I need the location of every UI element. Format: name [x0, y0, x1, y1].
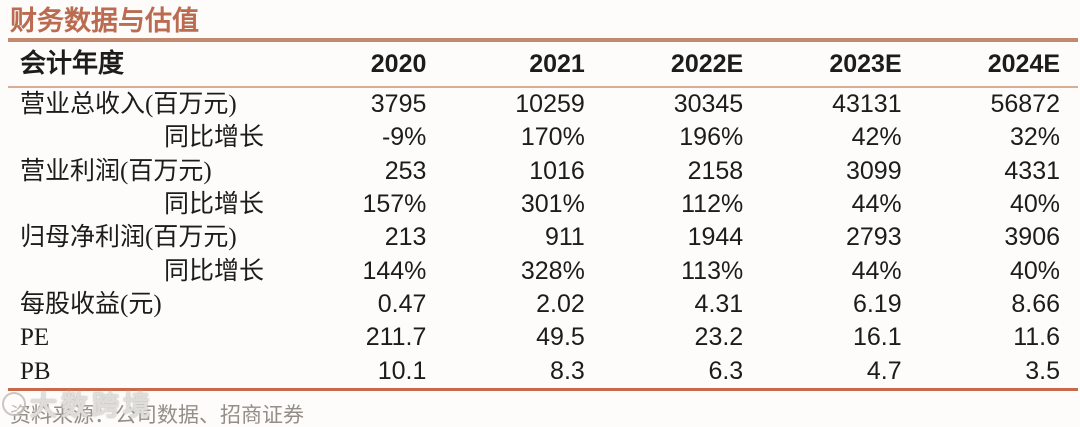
table-header-row: 会计年度 2020 2021 2022E 2023E 2024E [0, 42, 1080, 86]
page-title: 财务数据与估值 [10, 6, 199, 36]
table-cell: 32% [1009, 123, 1061, 152]
table-cell: 213 [384, 223, 427, 252]
table-cell: 3795 [370, 90, 427, 119]
table-cell: 170% [520, 123, 585, 152]
table-cell: 30345 [673, 90, 744, 119]
table-cell: 4.7 [866, 356, 902, 385]
table-cell: 3.5 [1025, 356, 1061, 385]
table-cell: 157% [362, 190, 427, 219]
column-header-2020: 2020 [370, 49, 427, 78]
table-cell: 8.66 [1011, 289, 1061, 318]
row-label: PB [20, 357, 51, 385]
table-cell: 4331 [1004, 156, 1061, 185]
table-cell: 2158 [687, 156, 744, 185]
table-row-net-profit-yoy-growth: 同比增长 144% 328% 113% 44% 40% [0, 254, 1080, 287]
row-label: 归母净利润(百万元) [20, 224, 237, 252]
table-row-operating-profit-yoy-growth: 同比增长 157% 301% 112% 44% 40% [0, 188, 1080, 221]
table-cell: 16.1 [852, 323, 902, 352]
row-label: 同比增长 [163, 124, 264, 152]
divider-top [8, 38, 1078, 42]
table-cell: 10.1 [377, 356, 427, 385]
table-row-net-profit: 归母净利润(百万元) 213 911 1944 2793 3906 [0, 221, 1080, 254]
table-cell: 211.7 [365, 323, 427, 352]
table-cell: 23.2 [694, 323, 744, 352]
table-cell: 301% [520, 190, 585, 219]
table-row-total-revenue: 营业总收入(百万元) 3795 10259 30345 43131 56872 [0, 88, 1080, 121]
table-row-pe: PE 211.7 49.5 23.2 16.1 11.6 [0, 321, 1080, 354]
row-label: 每股收益(元) [20, 290, 162, 318]
table-cell: 328% [520, 256, 585, 285]
table-cell: 40% [1009, 256, 1061, 285]
column-header-2024e: 2024E [987, 49, 1061, 78]
row-label: 同比增长 [163, 191, 264, 219]
table-cell: 40% [1009, 190, 1061, 219]
table-cell: 8.3 [550, 356, 585, 385]
column-header-2022e: 2022E [670, 49, 744, 78]
row-label: 营业利润(百万元) [20, 157, 212, 185]
table-cell: 4.31 [694, 289, 744, 318]
table-cell: 112% [681, 190, 744, 219]
table-cell: 42% [851, 123, 902, 152]
table-cell: 144% [362, 256, 427, 285]
table-row-operating-profit: 营业利润(百万元) 253 1016 2158 3099 4331 [0, 155, 1080, 188]
table-cell: 196% [679, 123, 744, 152]
table-cell: 11.6 [1013, 323, 1061, 352]
table-cell: 44% [851, 256, 902, 285]
table-cell: 56872 [990, 90, 1061, 119]
source-note: 资料来源：公司数据、招商证券 [10, 399, 1080, 427]
table-cell: 2793 [846, 223, 902, 252]
table-cell: 1944 [687, 223, 744, 252]
table-cell: -9% [381, 123, 427, 152]
divider-bottom [8, 387, 1078, 391]
row-label: 同比增长 [163, 257, 264, 285]
financial-table: 会计年度 2020 2021 2022E 2023E 2024E 营业总收入(百… [0, 42, 1080, 388]
table-cell: 911 [544, 223, 585, 252]
row-label: PE [20, 324, 50, 352]
table-cell: 253 [384, 156, 427, 185]
column-header-fiscal-year: 会计年度 [20, 49, 125, 78]
row-label: 营业总收入(百万元) [20, 91, 237, 119]
table-cell: 10259 [515, 90, 585, 119]
table-cell: 3099 [846, 156, 902, 185]
table-row-eps: 每股收益(元) 0.47 2.02 4.31 6.19 8.66 [0, 288, 1080, 321]
source-text: 资料来源：公司数据、招商证券 [10, 402, 304, 427]
table-cell: 1016 [529, 156, 585, 185]
table-cell: 44% [851, 190, 902, 219]
table-cell: 0.47 [377, 289, 427, 318]
table-row-pb: PB 10.1 8.3 6.3 4.7 3.5 [0, 354, 1080, 387]
divider-header [8, 86, 1078, 88]
table-cell: 43131 [832, 90, 902, 119]
table-cell: 6.3 [708, 356, 744, 385]
table-row-revenue-yoy-growth: 同比增长 -9% 170% 196% 42% 32% [0, 121, 1080, 154]
column-header-2023e: 2023E [829, 49, 902, 78]
table-cell: 6.19 [852, 289, 902, 318]
table-cell: 3906 [1004, 223, 1061, 252]
column-header-2021: 2021 [529, 49, 585, 78]
table-cell: 113% [681, 256, 744, 285]
table-cell: 49.5 [536, 323, 585, 352]
table-cell: 2.02 [536, 289, 585, 318]
